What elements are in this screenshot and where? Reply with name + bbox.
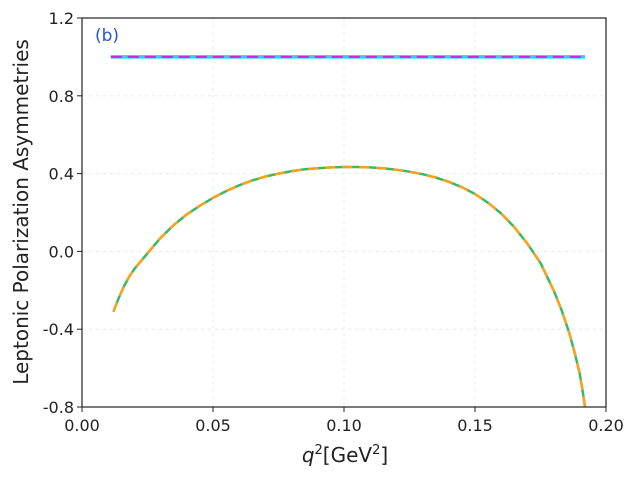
y-tick-label-1: -0.4 xyxy=(43,320,74,339)
x-axis-label-unit-close: ] xyxy=(380,443,388,467)
series-layer xyxy=(110,55,587,408)
ticks-layer: 0.00 0.05 0.10 0.15 0.20 -0.8 -0.4 0.0 0.4 0.8 1.2 xyxy=(43,9,624,435)
x-axis-label-symbol-exponent: 2 xyxy=(315,443,323,458)
panel-label: (b) xyxy=(95,26,119,46)
x-tick-label-3: 0.15 xyxy=(457,416,493,435)
y-tick-label-4: 0.8 xyxy=(49,87,74,106)
y-tick-label-3: 0.4 xyxy=(49,165,74,184)
y-tick-label-0: -0.8 xyxy=(43,398,74,417)
y-axis-label: Leptonic Polarization Asymmetries xyxy=(9,39,33,385)
y-tick-label-2: 0.0 xyxy=(49,242,74,261)
series-line-3 xyxy=(112,165,587,408)
x-tick-label-4: 0.20 xyxy=(588,416,624,435)
x-axis-label-unit-open: [GeV xyxy=(323,443,373,467)
x-tick-label-2: 0.10 xyxy=(326,416,362,435)
x-axis-label-symbol: q xyxy=(302,443,315,467)
x-tick-label-0: 0.00 xyxy=(64,416,100,435)
y-tick-label-5: 1.2 xyxy=(49,9,74,28)
x-axis-label: q2[GeV2] xyxy=(302,443,388,467)
x-tick-label-1: 0.05 xyxy=(195,416,231,435)
x-axis-label-unit-exponent: 2 xyxy=(372,443,380,458)
